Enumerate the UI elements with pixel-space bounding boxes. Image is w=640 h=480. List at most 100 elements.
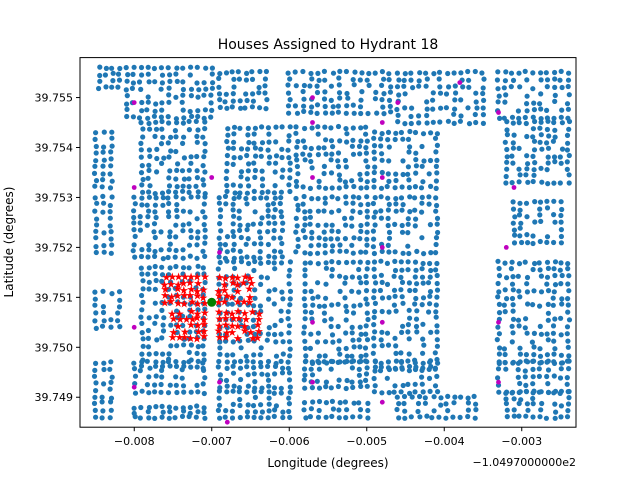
house-point bbox=[93, 325, 99, 331]
assigned-house-star: ★ bbox=[254, 313, 264, 326]
house-point bbox=[193, 183, 199, 189]
house-point bbox=[257, 229, 263, 235]
house-point bbox=[257, 352, 263, 358]
house-point bbox=[124, 78, 130, 84]
house-point bbox=[102, 72, 108, 78]
house-point bbox=[544, 331, 550, 337]
house-point bbox=[496, 331, 502, 337]
house-point bbox=[445, 393, 451, 399]
house-point bbox=[279, 289, 285, 295]
house-point bbox=[419, 200, 425, 206]
house-point bbox=[495, 99, 501, 105]
house-point bbox=[224, 168, 230, 174]
house-point bbox=[108, 236, 114, 242]
house-point bbox=[131, 366, 138, 372]
house-point bbox=[223, 316, 229, 323]
house-point bbox=[152, 389, 158, 395]
house-point bbox=[308, 158, 314, 165]
house-point bbox=[501, 302, 507, 308]
house-point bbox=[138, 363, 145, 369]
assigned-house-star: ★ bbox=[180, 326, 190, 339]
house-point bbox=[386, 366, 392, 373]
house-point bbox=[420, 336, 426, 342]
house-point bbox=[384, 260, 390, 266]
house-point bbox=[152, 263, 158, 270]
house-point bbox=[285, 82, 291, 88]
house-point bbox=[427, 289, 434, 295]
house-point bbox=[416, 78, 422, 84]
house-point bbox=[414, 248, 420, 254]
house-point bbox=[146, 79, 152, 85]
house-point bbox=[530, 114, 536, 120]
assigned-house-star: ★ bbox=[198, 291, 208, 304]
house-point bbox=[399, 366, 405, 372]
house-point bbox=[107, 209, 113, 215]
house-point bbox=[139, 99, 145, 106]
house-point bbox=[266, 296, 272, 302]
house-point bbox=[344, 90, 350, 97]
house-point bbox=[407, 390, 413, 396]
house-point bbox=[168, 343, 174, 349]
house-point bbox=[422, 395, 428, 401]
house-point bbox=[159, 72, 166, 78]
house-point bbox=[552, 282, 559, 288]
house-point bbox=[349, 274, 355, 280]
house-point bbox=[328, 125, 334, 131]
house-point bbox=[408, 70, 414, 76]
house-point bbox=[231, 233, 237, 239]
house-point bbox=[99, 394, 105, 400]
house-point bbox=[251, 338, 257, 344]
house-point bbox=[395, 119, 401, 125]
house-point bbox=[224, 365, 230, 371]
house-point bbox=[460, 84, 466, 90]
house-point bbox=[342, 295, 348, 301]
house-point bbox=[103, 84, 109, 90]
house-point bbox=[417, 393, 423, 400]
house-point bbox=[301, 407, 307, 413]
hydrant-point bbox=[379, 120, 385, 125]
house-point bbox=[272, 254, 278, 260]
house-point bbox=[292, 69, 298, 75]
house-point bbox=[564, 331, 570, 337]
house-point bbox=[168, 322, 174, 328]
house-point bbox=[316, 235, 322, 241]
house-point bbox=[399, 207, 405, 213]
house-point bbox=[545, 367, 552, 373]
house-point bbox=[559, 206, 565, 213]
house-point bbox=[510, 145, 516, 151]
assigned-house-star: ★ bbox=[241, 313, 251, 326]
house-point bbox=[218, 228, 224, 234]
house-point bbox=[245, 337, 251, 343]
house-point bbox=[409, 105, 415, 111]
house-point bbox=[356, 372, 362, 378]
house-point bbox=[322, 353, 328, 359]
house-point bbox=[208, 100, 214, 106]
house-block bbox=[371, 358, 441, 396]
house-point bbox=[251, 267, 257, 274]
house-point bbox=[559, 120, 566, 126]
house-block bbox=[91, 399, 114, 421]
house-point bbox=[516, 115, 522, 121]
house-point bbox=[180, 271, 186, 277]
house-point bbox=[194, 403, 200, 409]
house-point bbox=[251, 371, 257, 377]
house-point bbox=[364, 242, 370, 248]
house-point bbox=[538, 77, 544, 83]
house-point bbox=[316, 303, 322, 309]
house-point bbox=[93, 150, 99, 156]
house-point bbox=[357, 407, 364, 413]
house-point bbox=[144, 382, 150, 388]
house-point bbox=[243, 91, 249, 97]
hydrant-point bbox=[224, 419, 230, 425]
house-point bbox=[417, 70, 423, 76]
house-point bbox=[392, 221, 398, 227]
house-point bbox=[194, 80, 200, 86]
house-point bbox=[194, 133, 200, 139]
house-point bbox=[335, 164, 342, 170]
assigned-house-star: ★ bbox=[254, 325, 264, 338]
house-point bbox=[412, 184, 418, 190]
house-point bbox=[524, 108, 530, 114]
house-point bbox=[427, 388, 433, 394]
house-point bbox=[236, 282, 242, 288]
house-point bbox=[559, 107, 565, 113]
